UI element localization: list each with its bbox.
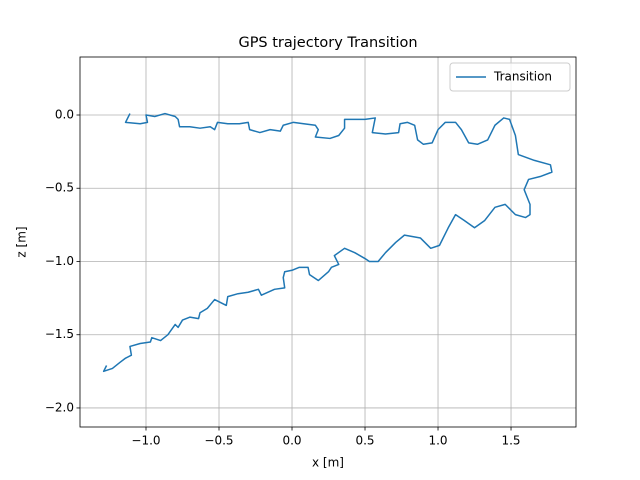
y-tick-label: −2.0 [45, 400, 74, 414]
legend-label: Transition [493, 70, 552, 84]
x-tick-label: −0.5 [204, 434, 233, 448]
x-tick-label: 1.5 [501, 434, 520, 448]
x-tick-label: 1.0 [428, 434, 447, 448]
y-axis-label: z [m] [15, 226, 29, 257]
chart-title: GPS trajectory Transition [238, 35, 417, 51]
x-axis-label: x [m] [312, 456, 344, 470]
x-tick-label: 0.5 [355, 434, 374, 448]
trajectory-line [102, 112, 553, 373]
y-tick-label: −1.0 [45, 254, 74, 268]
y-tick-label: −0.5 [45, 181, 74, 195]
x-tick-label: −1.0 [131, 434, 160, 448]
y-tick-label: 0.0 [55, 108, 74, 122]
legend-box [449, 62, 571, 92]
y-tick-label: −1.5 [45, 327, 74, 341]
x-tick-label: 0.0 [282, 434, 301, 448]
plot-frame [79, 56, 577, 428]
